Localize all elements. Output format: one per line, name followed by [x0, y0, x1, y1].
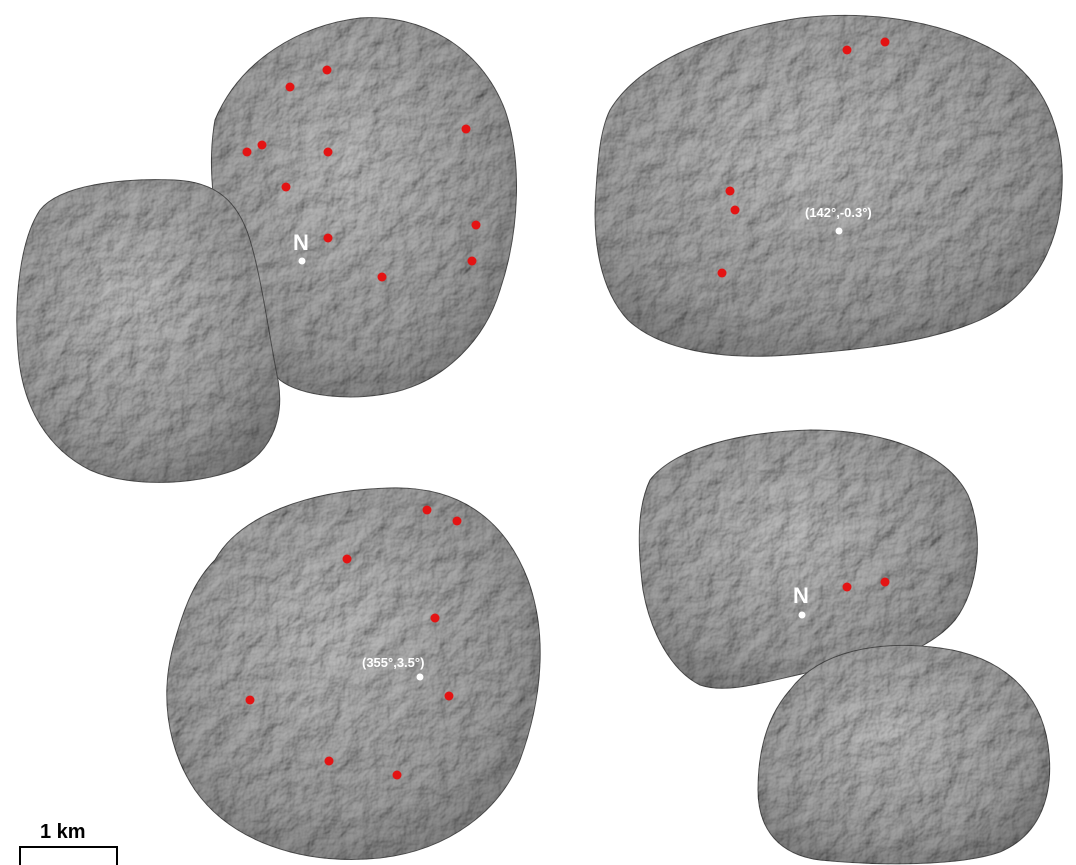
- marker-red: [245, 695, 255, 705]
- marker-red: [730, 205, 740, 215]
- comet-nucleus: [594, 14, 1063, 357]
- marker-red: [323, 147, 333, 157]
- marker-red: [392, 770, 402, 780]
- comet-nucleus: [638, 429, 1051, 865]
- marker-red: [342, 554, 352, 564]
- marker-red: [842, 582, 852, 592]
- pole-label: N: [793, 583, 809, 608]
- marker-red: [377, 272, 387, 282]
- panel-top-right: (142°,-0.3°): [594, 14, 1063, 357]
- comet-nucleus: [16, 17, 517, 483]
- comet-nucleus: [166, 487, 541, 860]
- marker-red: [281, 182, 291, 192]
- marker-red: [322, 65, 332, 75]
- marker-red: [461, 124, 471, 134]
- red-markers: [842, 577, 890, 592]
- pole-label: N: [293, 230, 309, 255]
- marker-red: [467, 256, 477, 266]
- marker-red: [880, 577, 890, 587]
- pole-marker: [798, 611, 806, 619]
- red-markers: [242, 65, 481, 282]
- marker-red: [324, 756, 334, 766]
- scale-bar-line: [19, 846, 118, 865]
- marker-red: [257, 140, 267, 150]
- marker-red: [323, 233, 333, 243]
- marker-red: [452, 516, 462, 526]
- marker-red: [285, 82, 295, 92]
- scale-bar-label: 1 km: [40, 821, 86, 843]
- marker-red: [717, 268, 727, 278]
- red-markers: [245, 505, 462, 780]
- coord-label: (355°,3.5°): [362, 655, 424, 670]
- marker-red: [725, 186, 735, 196]
- marker-red: [880, 37, 890, 47]
- marker-red: [444, 691, 454, 701]
- panel-bottom-left: (355°,3.5°): [166, 487, 541, 860]
- marker-red: [842, 45, 852, 55]
- coord-marker: [835, 227, 843, 235]
- red-markers: [717, 37, 890, 278]
- coord-label: (142°,-0.3°): [805, 205, 872, 220]
- marker-red: [242, 147, 252, 157]
- panel-bottom-right: N: [638, 429, 1051, 865]
- marker-red: [430, 613, 440, 623]
- marker-red: [471, 220, 481, 230]
- panel-top-left: N: [16, 17, 517, 483]
- pole-marker: [298, 257, 306, 265]
- scale-bar: 1 km: [19, 821, 118, 865]
- coord-marker: [416, 673, 424, 681]
- marker-red: [422, 505, 432, 515]
